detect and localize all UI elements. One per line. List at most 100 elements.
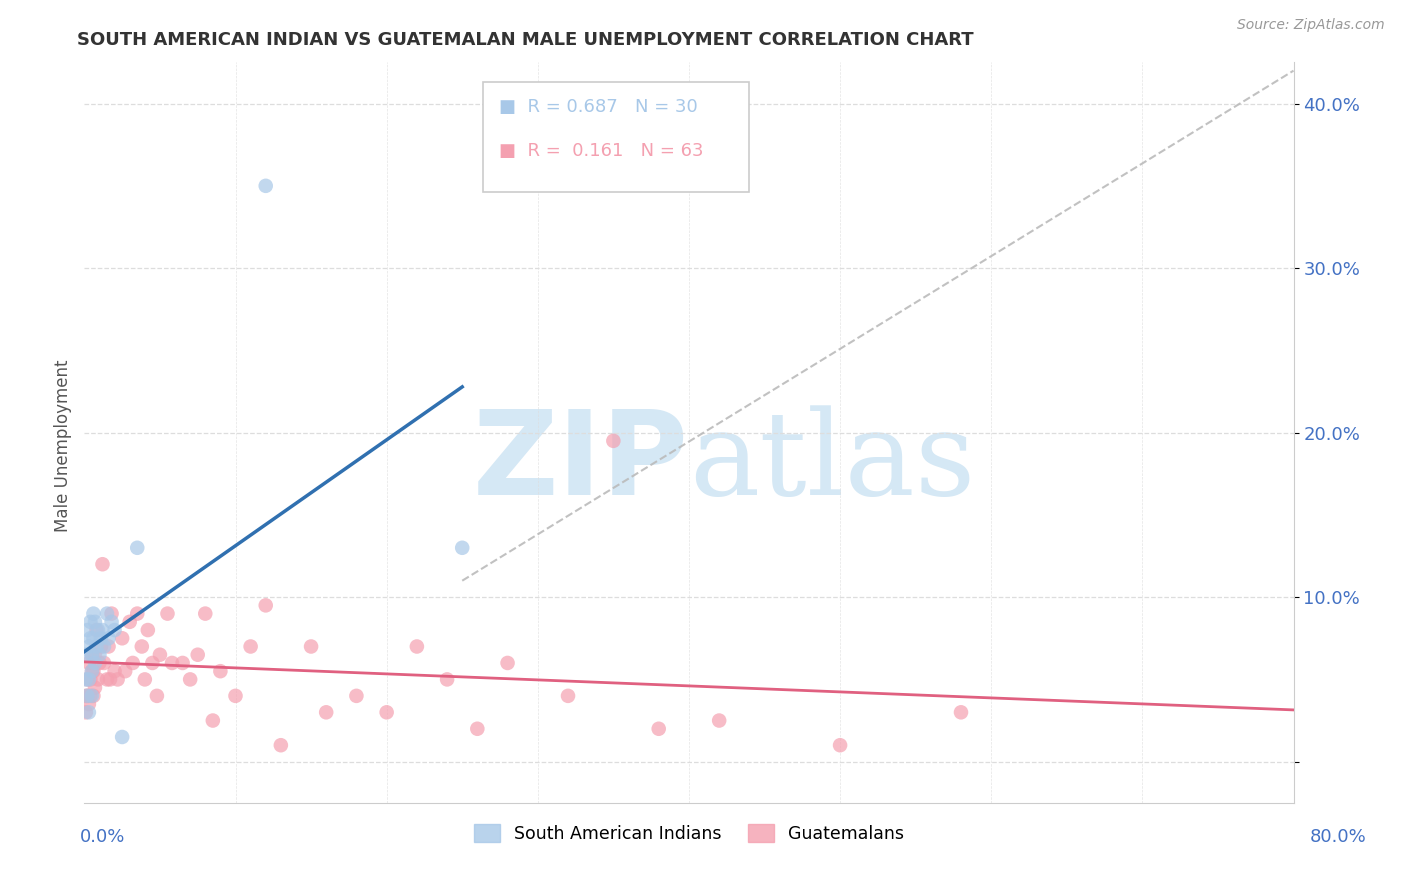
Point (80, 689, 103, 703)
Point (111, 730, 134, 744)
Text: ■  R = 0.687   N = 30: ■ R = 0.687 N = 30 (499, 98, 697, 116)
Point (346, 689, 368, 703)
Point (80, 648, 103, 662)
Point (160, 656, 183, 670)
Point (77, 640, 100, 654)
Point (80, 664, 103, 678)
Point (225, 689, 247, 703)
Point (90, 640, 112, 654)
Point (131, 640, 153, 654)
Point (496, 656, 519, 670)
Point (107, 673, 129, 687)
Point (90, 632, 112, 646)
Point (77, 673, 100, 687)
Point (79, 632, 101, 646)
Text: Source: ZipAtlas.com: Source: ZipAtlas.com (1237, 18, 1385, 32)
Point (127, 607, 149, 621)
Point (270, 738, 292, 752)
Point (76, 673, 98, 687)
Point (406, 640, 429, 654)
Point (299, 640, 322, 654)
Point (118, 615, 141, 629)
Point (100, 615, 122, 629)
Point (84, 681, 107, 695)
Point (84, 615, 107, 629)
Text: ZIP: ZIP (472, 405, 689, 520)
Point (602, 434, 624, 448)
Point (375, 706, 398, 720)
Text: atlas: atlas (689, 405, 976, 520)
Point (91, 558, 114, 572)
Point (96, 607, 118, 621)
Point (436, 673, 458, 687)
Point (76, 623, 98, 637)
Point (172, 656, 194, 670)
Point (179, 673, 201, 687)
Text: 80.0%: 80.0% (1310, 828, 1367, 846)
Point (830, 738, 852, 752)
Point (82, 632, 104, 646)
Point (97, 632, 120, 646)
Point (141, 656, 163, 670)
Point (93, 640, 115, 654)
Point (648, 722, 671, 736)
Point (77, 706, 100, 720)
Point (451, 541, 474, 555)
Point (75, 648, 97, 662)
Point (201, 714, 224, 728)
Point (136, 623, 159, 637)
Point (239, 640, 262, 654)
Point (187, 648, 209, 662)
Point (93, 656, 115, 670)
Point (79, 673, 101, 687)
Point (86, 640, 108, 654)
Point (467, 722, 489, 736)
Point (75, 673, 97, 687)
Point (75, 689, 97, 703)
Point (91, 623, 114, 637)
Point (87, 623, 110, 637)
Point (950, 706, 973, 720)
Point (77, 656, 100, 670)
Point (80, 648, 103, 662)
Point (82, 664, 104, 678)
Legend: South American Indians, Guatemalans: South American Indians, Guatemalans (467, 817, 911, 850)
Point (80, 664, 103, 678)
Point (82, 607, 104, 621)
Point (96, 673, 118, 687)
Point (84, 648, 107, 662)
Point (79, 689, 101, 703)
Point (86, 623, 108, 637)
Point (76, 689, 98, 703)
Point (121, 656, 143, 670)
Point (114, 664, 136, 678)
Text: Male Unemployment: Male Unemployment (55, 359, 72, 533)
FancyBboxPatch shape (484, 82, 749, 192)
Point (89, 648, 111, 662)
Point (97, 640, 120, 654)
Point (104, 664, 127, 678)
Point (82, 689, 104, 703)
Point (77, 697, 100, 711)
Point (709, 714, 731, 728)
Point (194, 607, 217, 621)
Point (100, 607, 122, 621)
Text: SOUTH AMERICAN INDIAN VS GUATEMALAN MALE UNEMPLOYMENT CORRELATION CHART: SOUTH AMERICAN INDIAN VS GUATEMALAN MALE… (77, 31, 974, 49)
Point (75, 706, 97, 720)
Point (557, 689, 579, 703)
Point (104, 623, 127, 637)
Point (209, 664, 232, 678)
Point (315, 706, 337, 720)
Point (76, 689, 98, 703)
Point (254, 599, 277, 613)
Point (146, 689, 169, 703)
Point (84, 656, 107, 670)
Point (98, 673, 121, 687)
Point (127, 541, 149, 555)
Point (254, 178, 277, 193)
Point (149, 648, 172, 662)
Point (111, 632, 134, 646)
Point (134, 673, 156, 687)
Text: ■  R =  0.161   N = 63: ■ R = 0.161 N = 63 (499, 143, 703, 161)
Text: 0.0%: 0.0% (80, 828, 125, 846)
